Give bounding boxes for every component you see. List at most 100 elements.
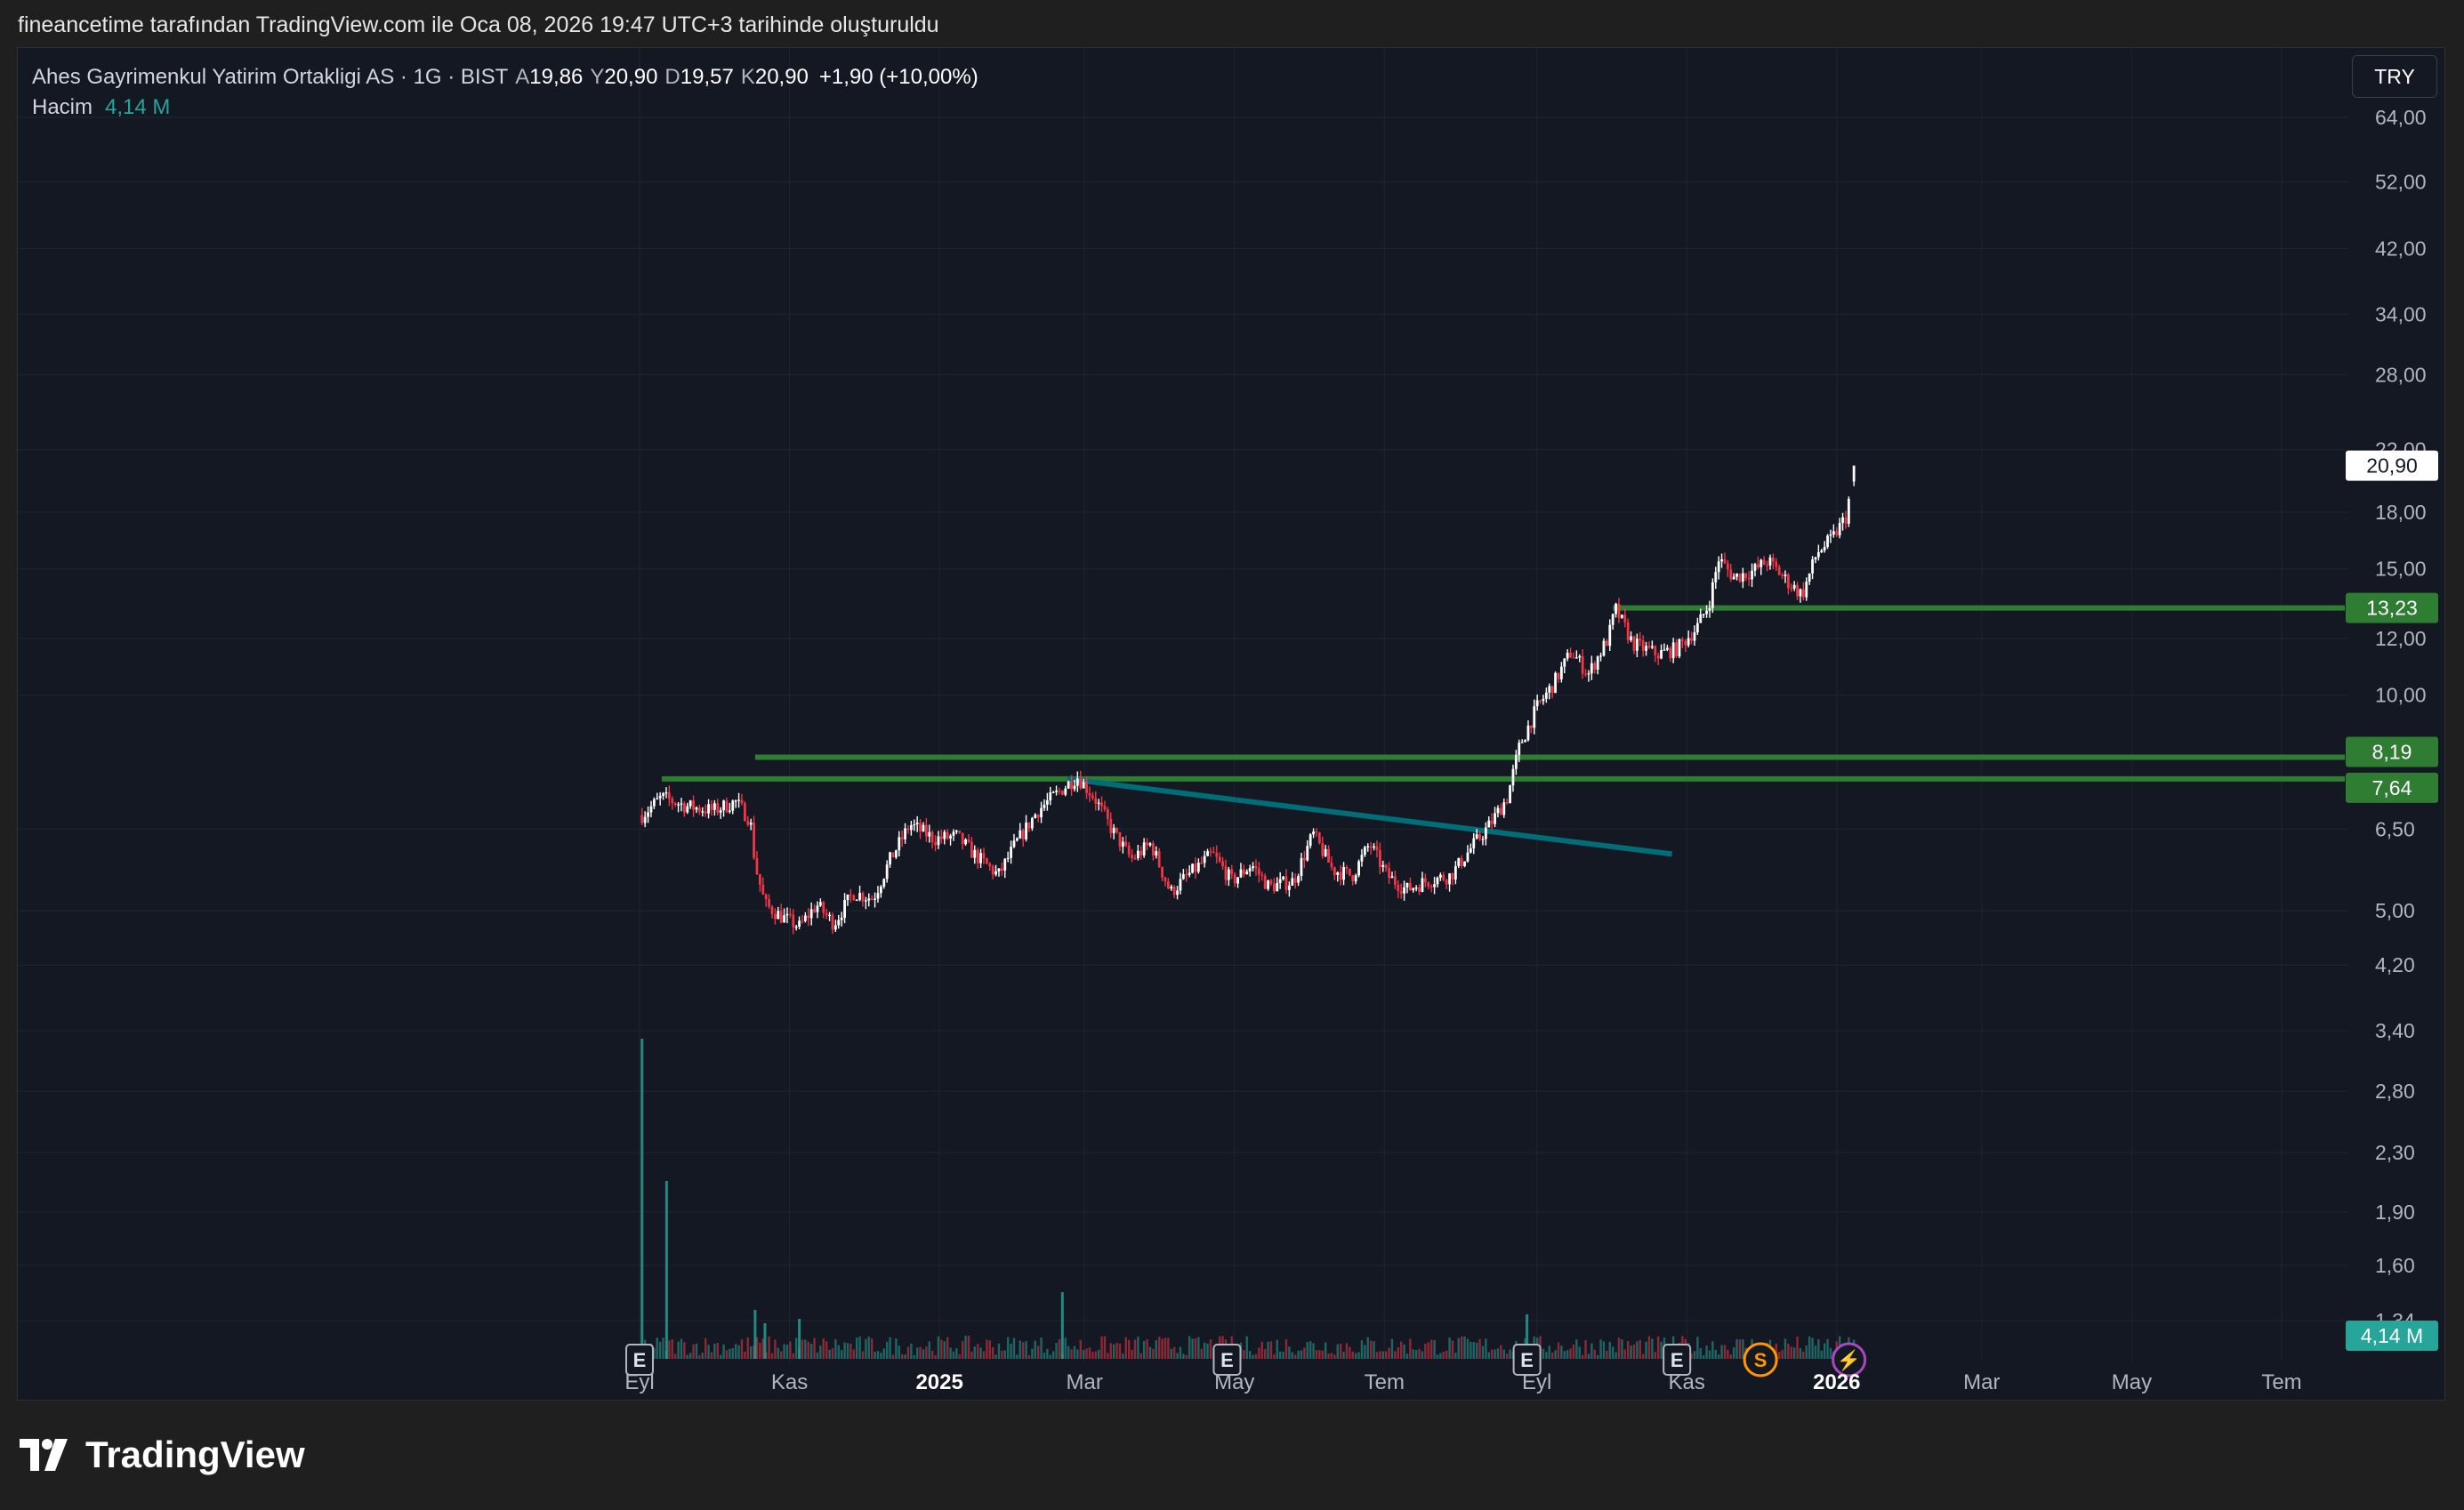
candle-body — [1665, 647, 1669, 650]
x-tick-label: 2025 — [915, 1370, 962, 1394]
candle-body — [1451, 873, 1454, 880]
candle-body — [1487, 820, 1491, 828]
volume-bar — [1043, 1353, 1046, 1359]
candle-body — [686, 806, 689, 813]
volume-bar — [910, 1344, 913, 1359]
earnings-marker[interactable] — [1512, 1344, 1542, 1376]
candle-body — [1333, 867, 1336, 876]
candle-body — [1684, 640, 1687, 646]
volume-bar — [967, 1336, 970, 1359]
candle-body — [1438, 874, 1442, 878]
volume-bar — [1345, 1343, 1349, 1359]
candle-body — [1354, 875, 1357, 882]
candle-body — [1224, 866, 1228, 880]
x-tick-label: May — [1214, 1370, 1254, 1394]
volume-bar — [1560, 1345, 1563, 1359]
candle-body — [1339, 871, 1342, 880]
volume-bar — [1046, 1348, 1049, 1359]
candle-body — [1738, 574, 1742, 582]
candle-body — [1403, 887, 1405, 894]
candle-body — [1342, 867, 1345, 880]
volume-bar — [1403, 1344, 1405, 1359]
volume-bar — [692, 1344, 695, 1359]
volume-bar — [1155, 1340, 1157, 1359]
candle-body — [1838, 522, 1841, 535]
candle-body — [792, 914, 795, 928]
candle-body — [682, 803, 686, 813]
candle-body — [1109, 818, 1113, 833]
x-tick-label: Kas — [771, 1370, 808, 1394]
symbol-description[interactable]: Ahes Gayrimenkul Yatirim Ortakligi AS · … — [32, 65, 509, 89]
level-price-badge[interactable] — [2346, 592, 2438, 623]
candle-body — [1518, 743, 1521, 755]
volume-bar — [1696, 1337, 1699, 1359]
trend-line[interactable] — [1067, 775, 1673, 857]
volume-bar — [1085, 1348, 1088, 1359]
event-marker[interactable] — [1832, 1342, 1867, 1377]
chart-canvas[interactable]: E E E E S ⚡64,0052,0042,0034,0028,0022,0018,0… — [18, 48, 2446, 1402]
volume-bar — [1399, 1341, 1403, 1359]
candle-body — [1614, 603, 1617, 614]
dividend-marker[interactable] — [1743, 1342, 1778, 1377]
candle-body — [758, 873, 761, 885]
currency-button[interactable]: TRY — [2352, 55, 2437, 98]
volume-bar — [1288, 1346, 1291, 1359]
volume-bar — [940, 1339, 943, 1359]
volume-bar — [740, 1339, 744, 1359]
candle-body — [1593, 663, 1597, 671]
candle-body — [1823, 546, 1826, 550]
level-price-badge[interactable] — [2346, 736, 2438, 767]
volume-badge[interactable] — [2346, 1321, 2438, 1351]
volume-bar — [1572, 1344, 1575, 1359]
volume-bar — [807, 1341, 809, 1359]
volume-label[interactable]: Hacim — [32, 95, 93, 119]
volume-bar — [955, 1348, 958, 1359]
candle-body — [719, 810, 722, 813]
volume-bar — [653, 1347, 656, 1359]
tradingview-brand[interactable]: TradingView — [20, 1434, 305, 1476]
candle-body — [1445, 879, 1448, 885]
chart-panel[interactable]: E E E E S ⚡ 64,00 52,00 42,00 34,00 28,00 22,00 18,0… — [17, 47, 2445, 1401]
candle-body — [680, 803, 683, 805]
volume-bar — [1608, 1341, 1611, 1359]
earnings-marker[interactable] — [1212, 1344, 1242, 1376]
volume-bar — [952, 1351, 955, 1359]
candle-body — [1124, 841, 1128, 846]
candle-body — [1620, 614, 1623, 618]
volume-bar — [1445, 1350, 1448, 1359]
candle-body — [1732, 576, 1735, 580]
volume-bar — [1267, 1341, 1269, 1359]
candle-body — [1529, 725, 1533, 728]
volume-bar — [1112, 1344, 1115, 1359]
volume-bar — [1699, 1347, 1702, 1359]
volume-bar — [1366, 1337, 1369, 1359]
candle-body — [1792, 584, 1796, 589]
volume-bar — [1058, 1338, 1061, 1359]
volume-bar — [1115, 1343, 1118, 1359]
volume-bar — [997, 1343, 1001, 1359]
candle-body — [1148, 843, 1152, 846]
volume-bar — [1260, 1341, 1263, 1359]
candle-body — [647, 812, 649, 817]
candle-body — [1639, 639, 1642, 641]
volume-bar — [1124, 1337, 1127, 1359]
candle-body — [1632, 636, 1636, 651]
volume-bar — [1118, 1343, 1122, 1359]
y-tick-label: 1,60 — [2375, 1254, 2415, 1277]
volume-bar — [713, 1343, 716, 1359]
candle-body — [1442, 874, 1445, 880]
candle-body — [1021, 830, 1025, 839]
volume-bar — [1611, 1346, 1614, 1359]
level-price-badge[interactable] — [2346, 772, 2438, 803]
earnings-marker[interactable] — [625, 1344, 654, 1376]
volume-bar — [961, 1340, 964, 1359]
volume-bar — [1282, 1352, 1284, 1359]
last-price-badge[interactable] — [2346, 450, 2438, 481]
volume-bar — [1448, 1337, 1451, 1359]
candle-body — [816, 905, 819, 912]
candle-body — [1542, 698, 1545, 702]
earnings-marker[interactable] — [1663, 1344, 1692, 1376]
candle-body — [1759, 559, 1763, 568]
candle-body — [1045, 800, 1049, 805]
volume-bar — [1200, 1348, 1203, 1359]
